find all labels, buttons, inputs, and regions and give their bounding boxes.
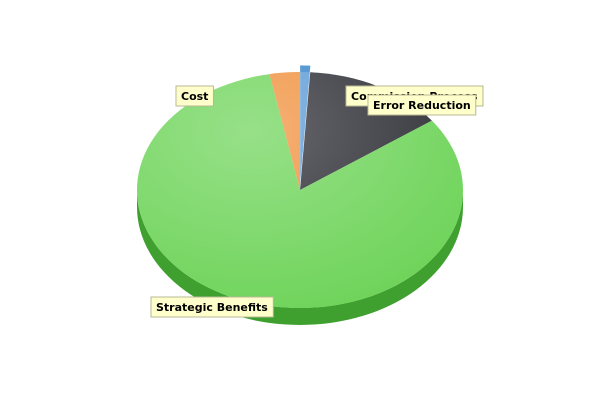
svg-text:Cost: Cost [181, 90, 208, 103]
pie-labels: Commission ProcessError ReductionStrateg… [150, 85, 484, 318]
pie-label-cost: Cost [175, 85, 214, 107]
pie-label-error-reduction: Error Reduction [367, 94, 477, 116]
pie-label-strategic-benefits: Strategic Benefits [150, 296, 274, 318]
svg-text:Strategic Benefits: Strategic Benefits [156, 301, 268, 314]
svg-text:Error Reduction: Error Reduction [373, 99, 471, 112]
